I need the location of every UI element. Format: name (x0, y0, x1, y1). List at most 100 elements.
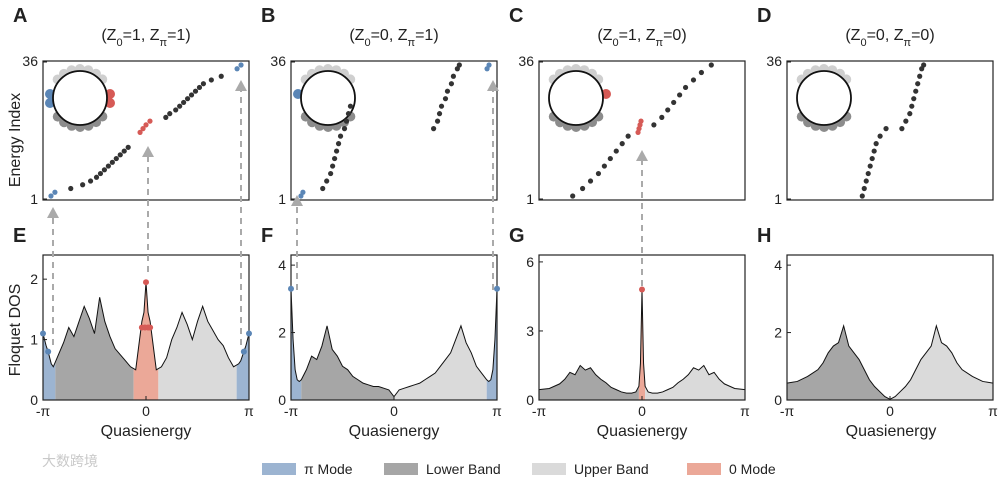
data-point-upper-band (208, 77, 214, 83)
x-tick-label: 0 (390, 403, 398, 419)
title-part: (Z (101, 27, 116, 44)
ring-circle (796, 70, 852, 126)
data-point-lower-band (121, 148, 127, 154)
dos-region-lower (787, 325, 890, 400)
arrow-head (142, 146, 154, 157)
panel-letter-A: A (13, 5, 27, 27)
data-point-lower-band (619, 141, 625, 147)
data-point-pi-mode (300, 189, 306, 195)
title-part: (Z (597, 27, 612, 44)
legend-swatch (384, 463, 418, 475)
dos-marker-zero (147, 324, 154, 331)
data-point-lower-band (345, 111, 352, 117)
legend-swatch (262, 463, 296, 475)
tick-idx-max: 36 (270, 53, 286, 69)
data-point-lower-band (877, 133, 883, 139)
data-point-0-mode (147, 118, 153, 124)
panel-A: A (Z0=1, Zπ=1) 36 1 (13, 5, 250, 207)
data-point-upper-band (913, 88, 919, 94)
data-point-pi-mode (48, 193, 54, 199)
plot-frame-B (290, 60, 498, 201)
data-point-upper-band (456, 62, 462, 68)
dos-marker-pi (494, 285, 500, 292)
data-point-upper-band (671, 99, 677, 106)
watermark: 大数跨境 (42, 453, 98, 469)
x-tick-label: 0 (886, 403, 894, 419)
legend: π Mode Lower Band Upper Band 0 Mode (262, 461, 776, 477)
data-point-upper-band (659, 114, 665, 120)
title-part: =1) (415, 27, 439, 44)
data-point-upper-band (682, 84, 689, 91)
data-point-lower-band (865, 170, 871, 177)
tick-idx-min: 1 (526, 191, 534, 207)
x-label-F: Quasienergy (349, 423, 440, 440)
data-point-lower-band (613, 148, 619, 154)
data-point-upper-band (708, 62, 714, 68)
arrow-head (235, 80, 247, 91)
data-point-lower-band (347, 103, 354, 109)
data-point-pi-mode (234, 66, 240, 72)
x-tick-label: π (988, 403, 998, 419)
title-part: =1, Z (619, 27, 656, 44)
y-tick-label: 2 (278, 325, 286, 341)
dos-region-pi (486, 288, 497, 400)
data-point-lower-band (125, 144, 131, 150)
y-tick-label: 2 (30, 271, 38, 287)
ring-inset-A (45, 64, 115, 132)
arrow-head (47, 207, 59, 218)
y-tick-label: 0 (774, 392, 782, 408)
dos-region-lower (301, 325, 394, 400)
y-tick-label: 1 (30, 332, 38, 348)
panel-letter-D: D (757, 5, 771, 27)
title-part: =1) (167, 27, 191, 44)
tick-idx-min: 1 (774, 191, 782, 207)
title-part: (Z (845, 27, 860, 44)
data-point-upper-band (690, 77, 697, 83)
panel-C: C (Z0=1, Zπ=0) 36 1 (509, 5, 746, 207)
x-tick-label: -π (532, 403, 547, 419)
title-part: =0) (663, 27, 687, 44)
data-point-upper-band (915, 81, 921, 87)
x-label-E: Quasienergy (101, 423, 192, 440)
panel-B: B (Z0=0, Zπ=1) 36 1 (261, 5, 498, 207)
data-point-lower-band (80, 182, 86, 188)
data-point-lower-band (341, 126, 348, 132)
ring-circle (300, 70, 356, 126)
data-point-lower-band (101, 167, 108, 173)
data-point-lower-band (863, 178, 869, 184)
data-point-0-mode (137, 129, 143, 135)
data-point-0-mode (140, 126, 146, 132)
data-point-upper-band (196, 84, 203, 91)
data-point-0-mode (638, 118, 644, 124)
data-point-upper-band (907, 111, 913, 117)
dos-region-upper (158, 306, 237, 400)
title-part: π (655, 37, 663, 49)
ring-circle (52, 70, 108, 126)
y-label-floquet-dos: Floquet DOS (7, 284, 24, 376)
data-point-pi-mode (52, 189, 58, 195)
tick-idx-max: 36 (518, 53, 534, 69)
data-point-upper-band (911, 96, 917, 102)
data-point-lower-band (869, 155, 875, 162)
data-point-lower-band (873, 141, 879, 147)
y-label-energy-index: Energy Index (7, 93, 24, 187)
data-point-upper-band (909, 103, 915, 109)
panel-letter-C: C (509, 5, 523, 27)
data-point-lower-band (343, 118, 350, 124)
data-point-lower-band (333, 148, 340, 154)
tick-idx-min: 1 (30, 191, 38, 207)
title-part: π (159, 37, 167, 49)
data-point-upper-band (903, 118, 909, 124)
tick-idx-max: 36 (766, 53, 782, 69)
data-point-upper-band (167, 111, 173, 117)
dos-marker-pi (45, 348, 52, 355)
data-point-upper-band (177, 103, 183, 109)
x-tick-label: -π (36, 403, 51, 419)
y-tick-label: 4 (278, 257, 286, 273)
data-point-upper-band (442, 96, 449, 102)
data-point-lower-band (867, 163, 873, 169)
data-point-upper-band (899, 126, 905, 132)
